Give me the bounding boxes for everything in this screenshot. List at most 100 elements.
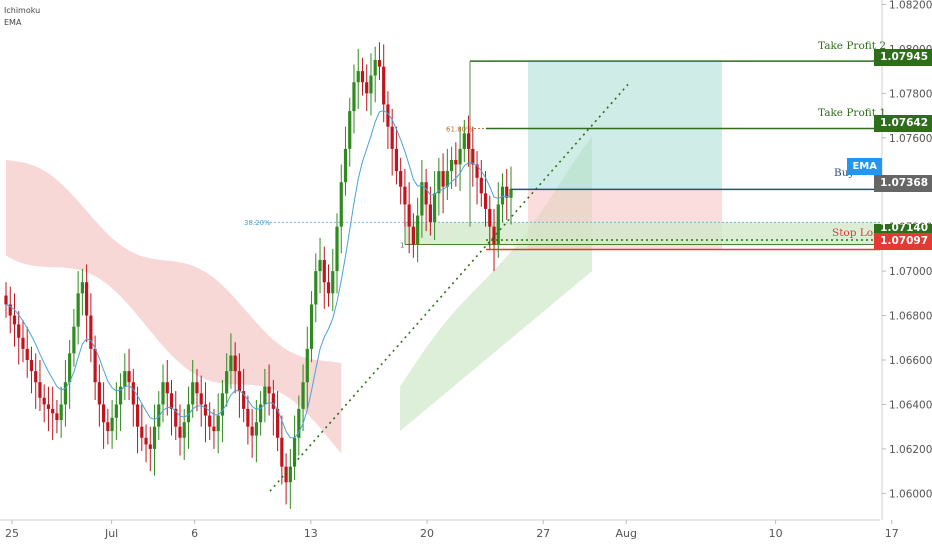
candle-body (216, 415, 220, 432)
candle-body (314, 271, 318, 305)
candle-body (271, 393, 275, 409)
candle-body (114, 404, 118, 418)
candle-body (343, 148, 348, 183)
candle-body (373, 60, 377, 76)
candle-body (110, 417, 114, 432)
candle-body (246, 408, 250, 427)
candle-body (509, 188, 513, 198)
candle-body (144, 437, 148, 445)
candle-body (29, 360, 34, 372)
candle-body (339, 182, 343, 227)
candle-body (63, 382, 68, 405)
candle-body (305, 348, 309, 383)
candle-body (483, 193, 488, 209)
candle-body (496, 204, 500, 245)
candle-body (377, 60, 382, 67)
y-tick-label: 1.06800 (889, 311, 932, 323)
candle-body (127, 371, 131, 383)
candle-body (85, 282, 89, 316)
candle-body (225, 371, 229, 394)
candle-body (267, 386, 271, 394)
candle-body (135, 404, 140, 427)
y-tick-label: 1.06600 (889, 355, 932, 367)
candle-body (250, 426, 254, 436)
y-tick-label: 1.07800 (889, 88, 932, 100)
candle-body (80, 282, 84, 294)
y-tick-label: 1.07600 (889, 133, 932, 145)
fib-382-label: 38.20% (244, 219, 271, 227)
candle-body (254, 422, 258, 436)
candle-body (369, 75, 373, 94)
candle-body (394, 148, 399, 172)
candle-body (428, 204, 432, 223)
y-tick-label: 1.06400 (889, 399, 932, 411)
candle-body (352, 82, 356, 112)
x-tick-label: 6 (191, 527, 198, 540)
level-price-tag: 1.07140 (874, 224, 932, 233)
candle-body (208, 415, 212, 427)
candle-body (360, 71, 365, 83)
candle-body (309, 304, 314, 349)
candle-body (169, 393, 174, 409)
candle-body (152, 426, 157, 449)
x-tick-label: 13 (304, 527, 318, 540)
candle-body (454, 160, 458, 165)
candle-body (76, 293, 80, 327)
candle-body (186, 404, 191, 423)
candle-body (102, 404, 106, 423)
candle-body (12, 315, 17, 325)
candle-body (445, 171, 449, 187)
x-tick-label: 17 (885, 527, 899, 540)
candle-body (437, 171, 441, 194)
candle-body (259, 404, 263, 423)
candle-body (242, 391, 246, 409)
candle-body (326, 282, 331, 294)
candle-body (386, 104, 390, 127)
legend-ema[interactable]: EMA (4, 18, 22, 27)
x-tick-label: 25 (5, 527, 19, 540)
candle-body (275, 408, 280, 438)
candle-body (157, 404, 161, 427)
candle-body (68, 353, 72, 383)
candle-body (25, 348, 29, 360)
y-tick-label: 1.06000 (889, 488, 932, 500)
candle-body (424, 182, 428, 205)
candle-body (411, 226, 415, 245)
ichimoku-cloud-bearish (6, 160, 342, 454)
x-tick-label: 27 (536, 527, 550, 540)
take-profit-2-label: Take Profit 2 (818, 40, 887, 52)
fib-618-label: 61.80% (446, 125, 473, 133)
candle-body (365, 82, 369, 94)
candle-body (479, 177, 483, 194)
candle-body (233, 355, 237, 372)
candle-body (123, 371, 127, 387)
y-tick-label: 1.07000 (889, 266, 932, 278)
candle-body (51, 408, 55, 414)
candle-body (505, 186, 509, 198)
candle-body (356, 71, 360, 83)
candle-body (475, 164, 479, 178)
take-profit-1-price-tag: 1.07642 (874, 115, 932, 132)
candle-body (4, 295, 8, 305)
candle-body (263, 386, 267, 405)
candle-body (118, 386, 123, 405)
indicator-legend: Ichimoku EMA (4, 5, 40, 29)
candle-body (178, 426, 182, 438)
legend-ichimoku[interactable]: Ichimoku (4, 6, 41, 15)
stop-loss-label: Stop Loss (832, 227, 884, 239)
candle-body (280, 437, 284, 467)
candle-body (348, 111, 352, 149)
candle-body (237, 371, 242, 392)
candle-body (42, 397, 46, 405)
candle-body (301, 382, 305, 409)
candle-body (407, 204, 411, 227)
candle-body (140, 426, 144, 438)
candle-body (191, 382, 195, 405)
candle-body (284, 466, 288, 483)
y-tick-label: 1.06200 (889, 444, 932, 456)
x-tick-label: Jul (104, 527, 118, 540)
candle-body (17, 324, 21, 338)
candle-body (212, 426, 216, 432)
y-tick-label: 1.08200 (889, 0, 932, 11)
